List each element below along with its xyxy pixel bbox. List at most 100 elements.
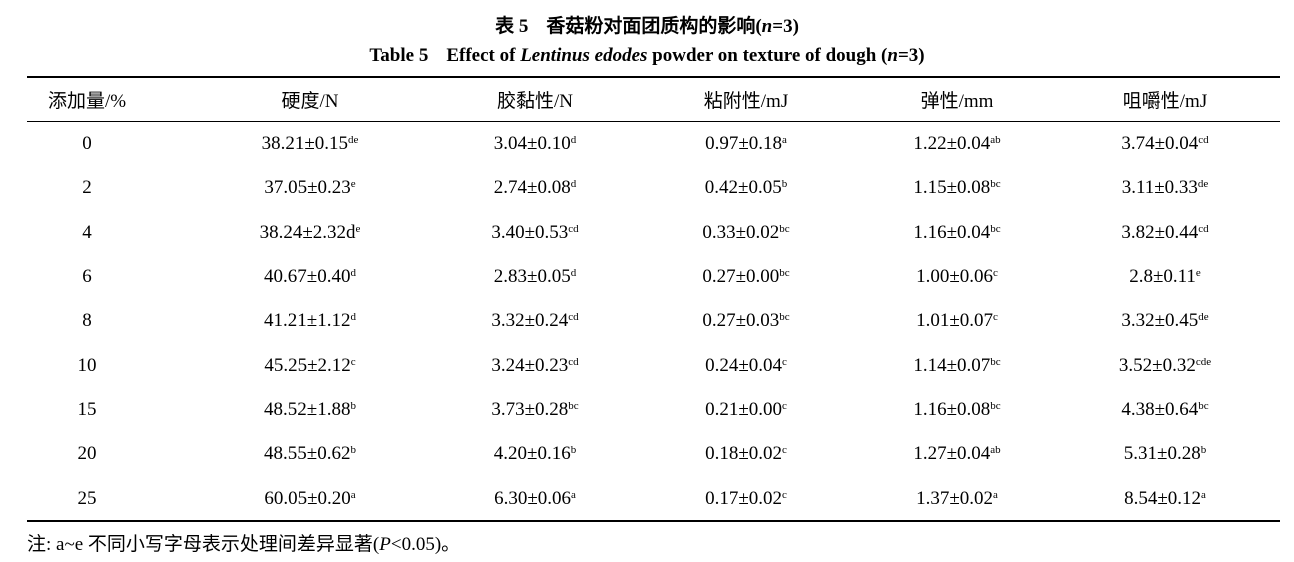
- mean-sd-value: 1.15±0.08: [913, 177, 991, 199]
- p-value-symbol: P: [379, 534, 391, 555]
- mean-sd-value: 3.04±0.10: [493, 133, 571, 155]
- mean-sd-value: 1.22±0.04: [913, 133, 991, 155]
- table-row: 0 38.21±0.15 de 3.04±0.10 d 0.97±0.18 a 1.22±0.…: [27, 122, 1280, 166]
- column-header: 粘附性/mJ: [703, 91, 789, 112]
- mean-sd-value: 0.27±0.03: [702, 310, 780, 332]
- mean-sd-value: 38.24±2.32d: [259, 221, 356, 243]
- table-footnote: 注: a~e 不同小写字母表示处理间差异显著(P<0.05)。: [27, 530, 460, 560]
- mean-sd-value: 1.01±0.07: [916, 310, 994, 332]
- addition-level-cell: 20: [77, 443, 97, 465]
- mean-sd-value: 41.21±1.12: [264, 310, 351, 332]
- value-cell: 3.32±0.45 de: [1121, 310, 1209, 332]
- value-cell: 1.14±0.07 bc: [913, 354, 1001, 376]
- table-caption-chinese: 表 5 香菇粉对面团质构的影响(n=3): [0, 13, 1294, 41]
- value-cell: 0.17±0.02 c: [705, 487, 787, 509]
- column-header: 咀嚼性/mJ: [1122, 91, 1208, 112]
- value-cell: 1.37±0.02 a: [916, 487, 998, 509]
- value-cell: 41.21±1.12 d: [264, 310, 356, 332]
- mean-sd-value: 0.18±0.02: [705, 443, 783, 465]
- mean-sd-value: 1.27±0.04: [913, 443, 991, 465]
- value-cell: 3.04±0.10 d: [493, 133, 577, 155]
- sample-size-symbol: n: [761, 16, 773, 37]
- value-cell: 6.30±0.06 a: [494, 487, 576, 509]
- mean-sd-value: 0.42±0.05: [704, 177, 782, 199]
- value-cell: 3.52±0.32 cde: [1118, 354, 1212, 376]
- mean-sd-value: 3.24±0.23: [491, 354, 569, 376]
- table-caption-english: Table 5 Effect of Lentinus edodes powder …: [0, 42, 1294, 70]
- value-cell: 3.74±0.04 cd: [1121, 133, 1209, 155]
- value-cell: 0.97±0.18 a: [705, 133, 787, 155]
- value-cell: 1.27±0.04 ab: [913, 443, 1001, 465]
- table-label-zh: 表 5: [495, 16, 529, 37]
- value-cell: 0.21±0.00 c: [705, 398, 787, 420]
- mean-sd-value: 5.31±0.28: [1123, 443, 1201, 465]
- value-cell: 3.73±0.28 bc: [491, 398, 579, 420]
- value-cell: 3.82±0.44 cd: [1121, 221, 1209, 243]
- table-row: 25 60.05±0.20 a 6.30±0.06 a 0.17±0.02 c 1.37±0.…: [27, 476, 1280, 520]
- value-cell: 0.33±0.02 bc: [702, 221, 790, 243]
- value-cell: 4.38±0.64 bc: [1121, 398, 1209, 420]
- mean-sd-value: 1.00±0.06: [916, 266, 994, 288]
- table-top-rule: [27, 76, 1280, 78]
- table-row: 6 40.67±0.40 d 2.83±0.05 d 0.27±0.00 bc 1.00±0.…: [27, 255, 1280, 299]
- value-cell: 3.24±0.23 cd: [491, 354, 579, 376]
- table-header-row: 添加量/% 硬度/N 胶黏性/N 粘附性/mJ 弹性/mm 咀嚼性/mJ: [27, 78, 1280, 121]
- value-cell: 2.74±0.08 d: [493, 177, 577, 199]
- value-cell: 3.11±0.33 de: [1121, 177, 1209, 199]
- mean-sd-value: 40.67±0.40: [264, 266, 351, 288]
- column-header: 硬度/N: [281, 91, 339, 112]
- mean-sd-value: 48.55±0.62: [264, 443, 351, 465]
- addition-level-cell: 10: [77, 354, 97, 376]
- table-title-en-tail: =3): [897, 45, 925, 66]
- mean-sd-value: 4.20±0.16: [493, 443, 571, 465]
- value-cell: 48.55±0.62 b: [264, 443, 356, 465]
- value-cell: 48.52±1.88 b: [264, 398, 356, 420]
- value-cell: 1.16±0.04 bc: [913, 221, 1001, 243]
- mean-sd-value: 1.16±0.08: [913, 398, 991, 420]
- table-title-zh-tail: =3): [772, 16, 799, 37]
- mean-sd-value: 2.74±0.08: [493, 177, 571, 199]
- mean-sd-value: 1.14±0.07: [913, 354, 991, 376]
- addition-level-cell: 6: [82, 266, 92, 288]
- mean-sd-value: 3.11±0.33: [1121, 177, 1198, 199]
- addition-level-cell: 15: [77, 398, 97, 420]
- value-cell: 3.40±0.53 cd: [491, 221, 579, 243]
- table-title-zh: 香菇粉对面团质构的影响(: [546, 16, 762, 37]
- value-cell: 1.01±0.07 c: [916, 310, 998, 332]
- value-cell: 2.8±0.11 e: [1129, 266, 1201, 288]
- mean-sd-value: 1.37±0.02: [916, 487, 994, 509]
- value-cell: 0.27±0.03 bc: [702, 310, 790, 332]
- sample-size-symbol: n: [887, 45, 898, 66]
- column-header: 弹性/mm: [920, 91, 994, 112]
- table-row: 15 48.52±1.88 b 3.73±0.28 bc 0.21±0.00 c 1.16±0…: [27, 388, 1280, 432]
- value-cell: 40.67±0.40 d: [264, 266, 356, 288]
- value-cell: 0.27±0.00 bc: [702, 266, 790, 288]
- table-title-en-post: powder on texture of dough (: [647, 45, 888, 66]
- mean-sd-value: 4.38±0.64: [1121, 398, 1199, 420]
- value-cell: 1.00±0.06 c: [916, 266, 998, 288]
- value-cell: 38.21±0.15 de: [261, 133, 359, 155]
- addition-level-cell: 25: [77, 487, 97, 509]
- mean-sd-value: 8.54±0.12: [1124, 487, 1202, 509]
- value-cell: 8.54±0.12 a: [1124, 487, 1206, 509]
- addition-level-cell: 4: [82, 221, 92, 243]
- table-row: 20 48.55±0.62 b 4.20±0.16 b 0.18±0.02 c 1.27±0.…: [27, 432, 1280, 476]
- mean-sd-value: 0.24±0.04: [705, 354, 783, 376]
- value-cell: 3.32±0.24 cd: [491, 310, 579, 332]
- mean-sd-value: 0.97±0.18: [705, 133, 783, 155]
- value-cell: 1.22±0.04 ab: [913, 133, 1001, 155]
- mean-sd-value: 2.83±0.05: [493, 266, 571, 288]
- column-header: 添加量/%: [47, 91, 127, 112]
- mean-sd-value: 3.52±0.32: [1118, 354, 1196, 376]
- value-cell: 0.18±0.02 c: [705, 443, 787, 465]
- mean-sd-value: 3.73±0.28: [491, 398, 569, 420]
- value-cell: 38.24±2.32d e: [259, 221, 361, 243]
- column-header: 胶黏性/N: [496, 91, 573, 112]
- value-cell: 37.05±0.23 e: [264, 177, 356, 199]
- species-name: Lentinus edodes: [520, 45, 648, 66]
- table-row: 2 37.05±0.23 e 2.74±0.08 d 0.42±0.05 b 1.15±0.0…: [27, 166, 1280, 210]
- addition-level-cell: 2: [82, 177, 92, 199]
- mean-sd-value: 2.8±0.11: [1129, 266, 1196, 288]
- addition-level-cell: 0: [82, 133, 92, 155]
- mean-sd-value: 6.30±0.06: [494, 487, 572, 509]
